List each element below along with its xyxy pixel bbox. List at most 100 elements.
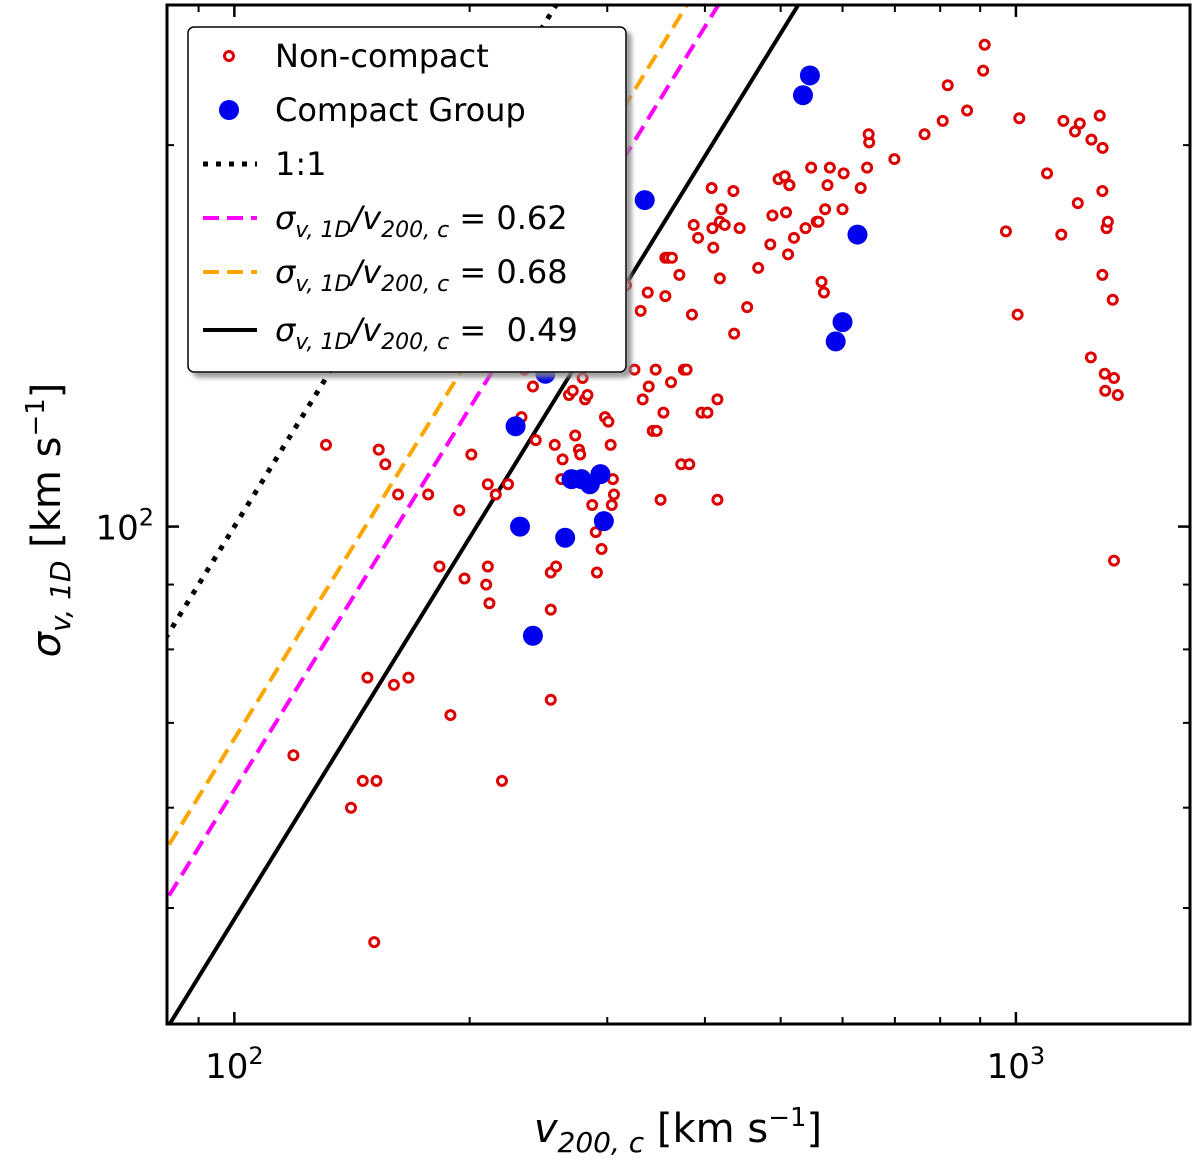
x-axis-label: v200, c [km s−1]	[534, 1103, 822, 1159]
noncompact-point	[787, 231, 800, 244]
noncompact-point	[659, 290, 672, 303]
compact-group-point	[522, 625, 543, 646]
compact-group-point	[799, 65, 820, 86]
noncompact-point	[1093, 109, 1106, 122]
legend-orange-label: σv, 1D/v200, c = 0.68	[275, 253, 568, 297]
noncompact-point	[1099, 384, 1112, 397]
noncompact-point	[370, 774, 383, 787]
noncompact-point	[673, 268, 686, 281]
noncompact-point	[465, 448, 478, 461]
noncompact-point	[556, 453, 569, 466]
noncompact-point	[683, 458, 696, 471]
legend-compact-marker	[219, 100, 239, 120]
noncompact-point	[544, 603, 557, 616]
noncompact-point	[1096, 141, 1109, 154]
noncompact-point	[799, 222, 812, 235]
noncompact-point	[636, 393, 649, 406]
noncompact-point	[764, 238, 777, 251]
noncompact-point	[999, 225, 1012, 238]
noncompact-point	[821, 179, 834, 192]
noncompact-point	[641, 286, 654, 299]
noncompact-point	[481, 478, 494, 491]
legend-magenta-label: σv, 1D/v200, c = 0.62	[275, 199, 568, 243]
noncompact-point	[433, 560, 446, 573]
noncompact-point	[778, 170, 791, 183]
noncompact-point	[1057, 114, 1070, 127]
noncompact-point	[707, 241, 720, 254]
legend: Non-compact Compact Group 1:1 σv, 1D/v20…	[187, 26, 627, 373]
noncompact-point	[815, 275, 828, 288]
noncompact-point	[483, 597, 496, 610]
noncompact-point	[1041, 167, 1054, 180]
noncompact-point	[692, 231, 705, 244]
noncompact-point	[566, 384, 579, 397]
legend-one-to-one-label: 1:1	[275, 145, 327, 183]
ref-line-black	[167, 5, 801, 1024]
noncompact-point	[713, 272, 726, 285]
noncompact-point	[1096, 268, 1109, 281]
noncompact-point	[819, 203, 832, 216]
x-tick-label: 102	[205, 1042, 264, 1087]
compact-group-point	[555, 527, 576, 548]
noncompact-point	[287, 749, 300, 762]
legend-black-label: σv, 1D/v200, c = 0.49	[275, 311, 578, 355]
noncompact-point	[590, 566, 603, 579]
ref-line-orange	[167, 5, 690, 852]
noncompact-point	[941, 79, 954, 92]
plot-frame	[165, 3, 1192, 1026]
noncompact-point	[836, 203, 849, 216]
noncompact-point	[1108, 554, 1121, 567]
noncompact-point	[1011, 308, 1024, 321]
ref-line-magenta	[167, 5, 721, 903]
noncompact-point	[379, 458, 392, 471]
y-axis-label: σv, 1D [km s−1]	[21, 383, 77, 658]
noncompact-point	[728, 327, 741, 340]
noncompact-point	[654, 493, 667, 506]
noncompact-point	[687, 218, 700, 231]
noncompact-point	[1108, 371, 1121, 384]
noncompact-point	[854, 182, 867, 195]
noncompact-point	[581, 389, 594, 402]
x-tick-label: 103	[987, 1042, 1046, 1087]
noncompact-point	[888, 153, 901, 166]
noncompact-point	[604, 438, 617, 451]
noncompact-point	[361, 671, 374, 684]
noncompact-point	[495, 774, 508, 787]
noncompact-point	[1096, 185, 1109, 198]
noncompact-point	[685, 308, 698, 321]
noncompact-point	[481, 560, 494, 573]
noncompact-points	[287, 38, 1124, 949]
noncompact-point	[782, 248, 795, 261]
noncompact-point	[783, 179, 796, 192]
noncompact-point	[1101, 215, 1114, 228]
noncompact-point	[402, 671, 415, 684]
noncompact-point	[453, 504, 466, 517]
noncompact-point	[657, 406, 670, 419]
compact-group-point	[505, 416, 526, 437]
compact-group-point	[825, 331, 846, 352]
noncompact-point	[1084, 351, 1097, 364]
noncompact-point	[368, 936, 381, 949]
noncompact-point	[961, 104, 974, 117]
noncompact-point	[718, 218, 731, 231]
noncompact-point	[977, 64, 990, 77]
noncompact-point	[1111, 389, 1124, 402]
noncompact-point	[780, 206, 793, 219]
noncompact-point	[701, 406, 714, 419]
noncompact-point	[628, 363, 641, 376]
noncompact-point	[387, 678, 400, 691]
noncompact-point	[480, 578, 493, 591]
noncompact-point	[548, 438, 561, 451]
noncompact-point	[680, 363, 693, 376]
noncompact-point	[1085, 133, 1098, 146]
noncompact-point	[320, 438, 333, 451]
noncompact-point	[1106, 293, 1119, 306]
noncompact-point	[1098, 367, 1111, 380]
noncompact-point	[372, 443, 385, 456]
compact-group-point	[590, 464, 611, 485]
noncompact-point	[711, 493, 724, 506]
compact-group-point	[847, 224, 868, 245]
noncompact-point	[526, 380, 539, 393]
noncompact-point	[574, 448, 587, 461]
